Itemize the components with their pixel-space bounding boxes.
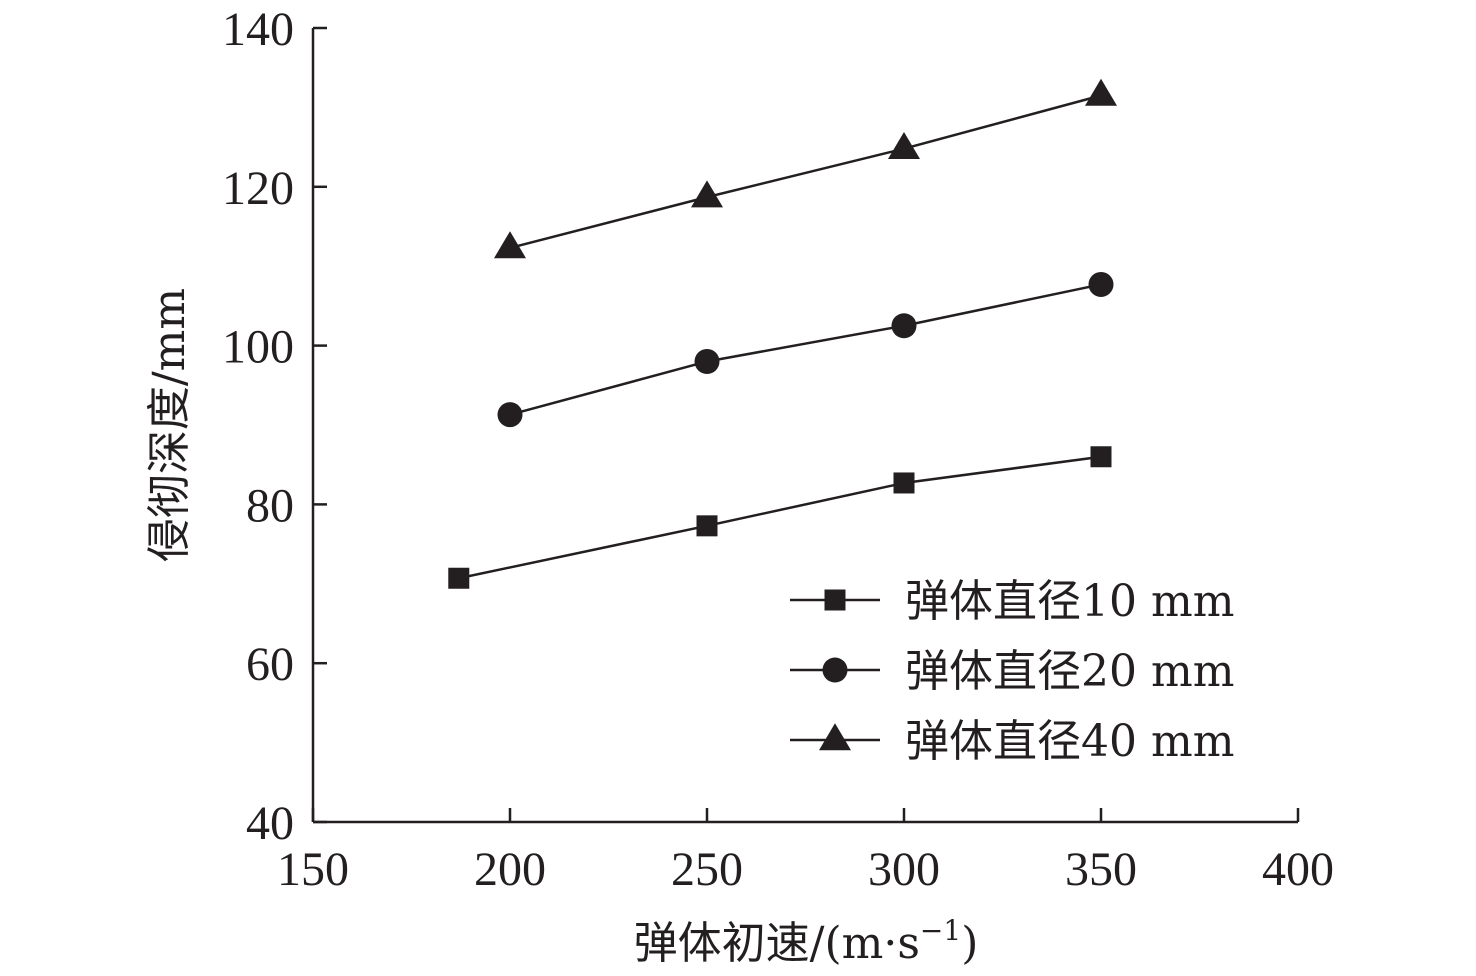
legend-item: 弹体直径40 mm — [790, 716, 1234, 767]
series-line — [458, 455, 1102, 580]
x-axis-title-superscript: −1 — [920, 914, 961, 947]
data-point-triangle — [1085, 78, 1117, 106]
legend-item: 弹体直径10 mm — [790, 576, 1234, 627]
x-tick-label: 300 — [868, 843, 940, 896]
series-square — [448, 446, 1112, 589]
x-tick-label: 250 — [671, 843, 743, 896]
y-tick-label: 120 — [222, 162, 294, 215]
x-tick-label: 150 — [277, 843, 349, 896]
series-line — [509, 283, 1102, 416]
series-layer — [448, 78, 1117, 589]
data-point-circle — [891, 313, 917, 339]
axes: 150 200 250 300 350 400 40 60 80 100 120 140 — [222, 3, 1334, 896]
data-point-square — [448, 567, 470, 589]
legend-marker-triangle — [819, 723, 851, 751]
y-tick-label: 60 — [246, 638, 294, 691]
legend-label: 弹体直径20 mm — [905, 646, 1234, 697]
x-axis-title-main: 弹体初速/(m·s — [634, 918, 920, 969]
series-circle — [497, 271, 1114, 428]
x-axis-ticks: 150 200 250 300 350 400 — [277, 808, 1334, 896]
y-axis-title: 侵彻深度/mm — [144, 288, 195, 562]
data-point-circle — [497, 402, 523, 428]
data-point-triangle — [888, 131, 920, 159]
legend-item: 弹体直径20 mm — [790, 646, 1234, 697]
y-tick-label: 80 — [246, 479, 294, 532]
legend-marker-circle — [822, 657, 848, 683]
y-tick-label: 40 — [246, 797, 294, 850]
y-axis-ticks: 40 60 80 100 120 140 — [222, 3, 327, 850]
data-point-square — [1090, 446, 1112, 468]
data-point-triangle — [691, 180, 723, 208]
data-point-circle — [694, 348, 720, 374]
data-point-square — [696, 515, 718, 537]
series-line — [509, 94, 1102, 250]
y-tick-label: 100 — [222, 321, 294, 374]
legend-marker-square — [824, 589, 846, 611]
legend-label: 弹体直径10 mm — [905, 576, 1234, 627]
data-point-triangle — [494, 231, 526, 259]
x-tick-label: 350 — [1065, 843, 1137, 896]
data-point-square — [893, 472, 915, 494]
x-axis-title: 弹体初速/(m·s−1) — [634, 914, 979, 969]
x-tick-label: 400 — [1262, 843, 1334, 896]
data-point-circle — [1088, 271, 1114, 297]
x-tick-label: 200 — [474, 843, 546, 896]
y-tick-label: 140 — [222, 3, 294, 56]
x-axis-title-close: ) — [961, 918, 978, 969]
series-triangle — [494, 78, 1117, 259]
legend: 弹体直径10 mm 弹体直径20 mm 弹体直径40 mm — [790, 576, 1234, 767]
legend-label: 弹体直径40 mm — [905, 716, 1234, 767]
